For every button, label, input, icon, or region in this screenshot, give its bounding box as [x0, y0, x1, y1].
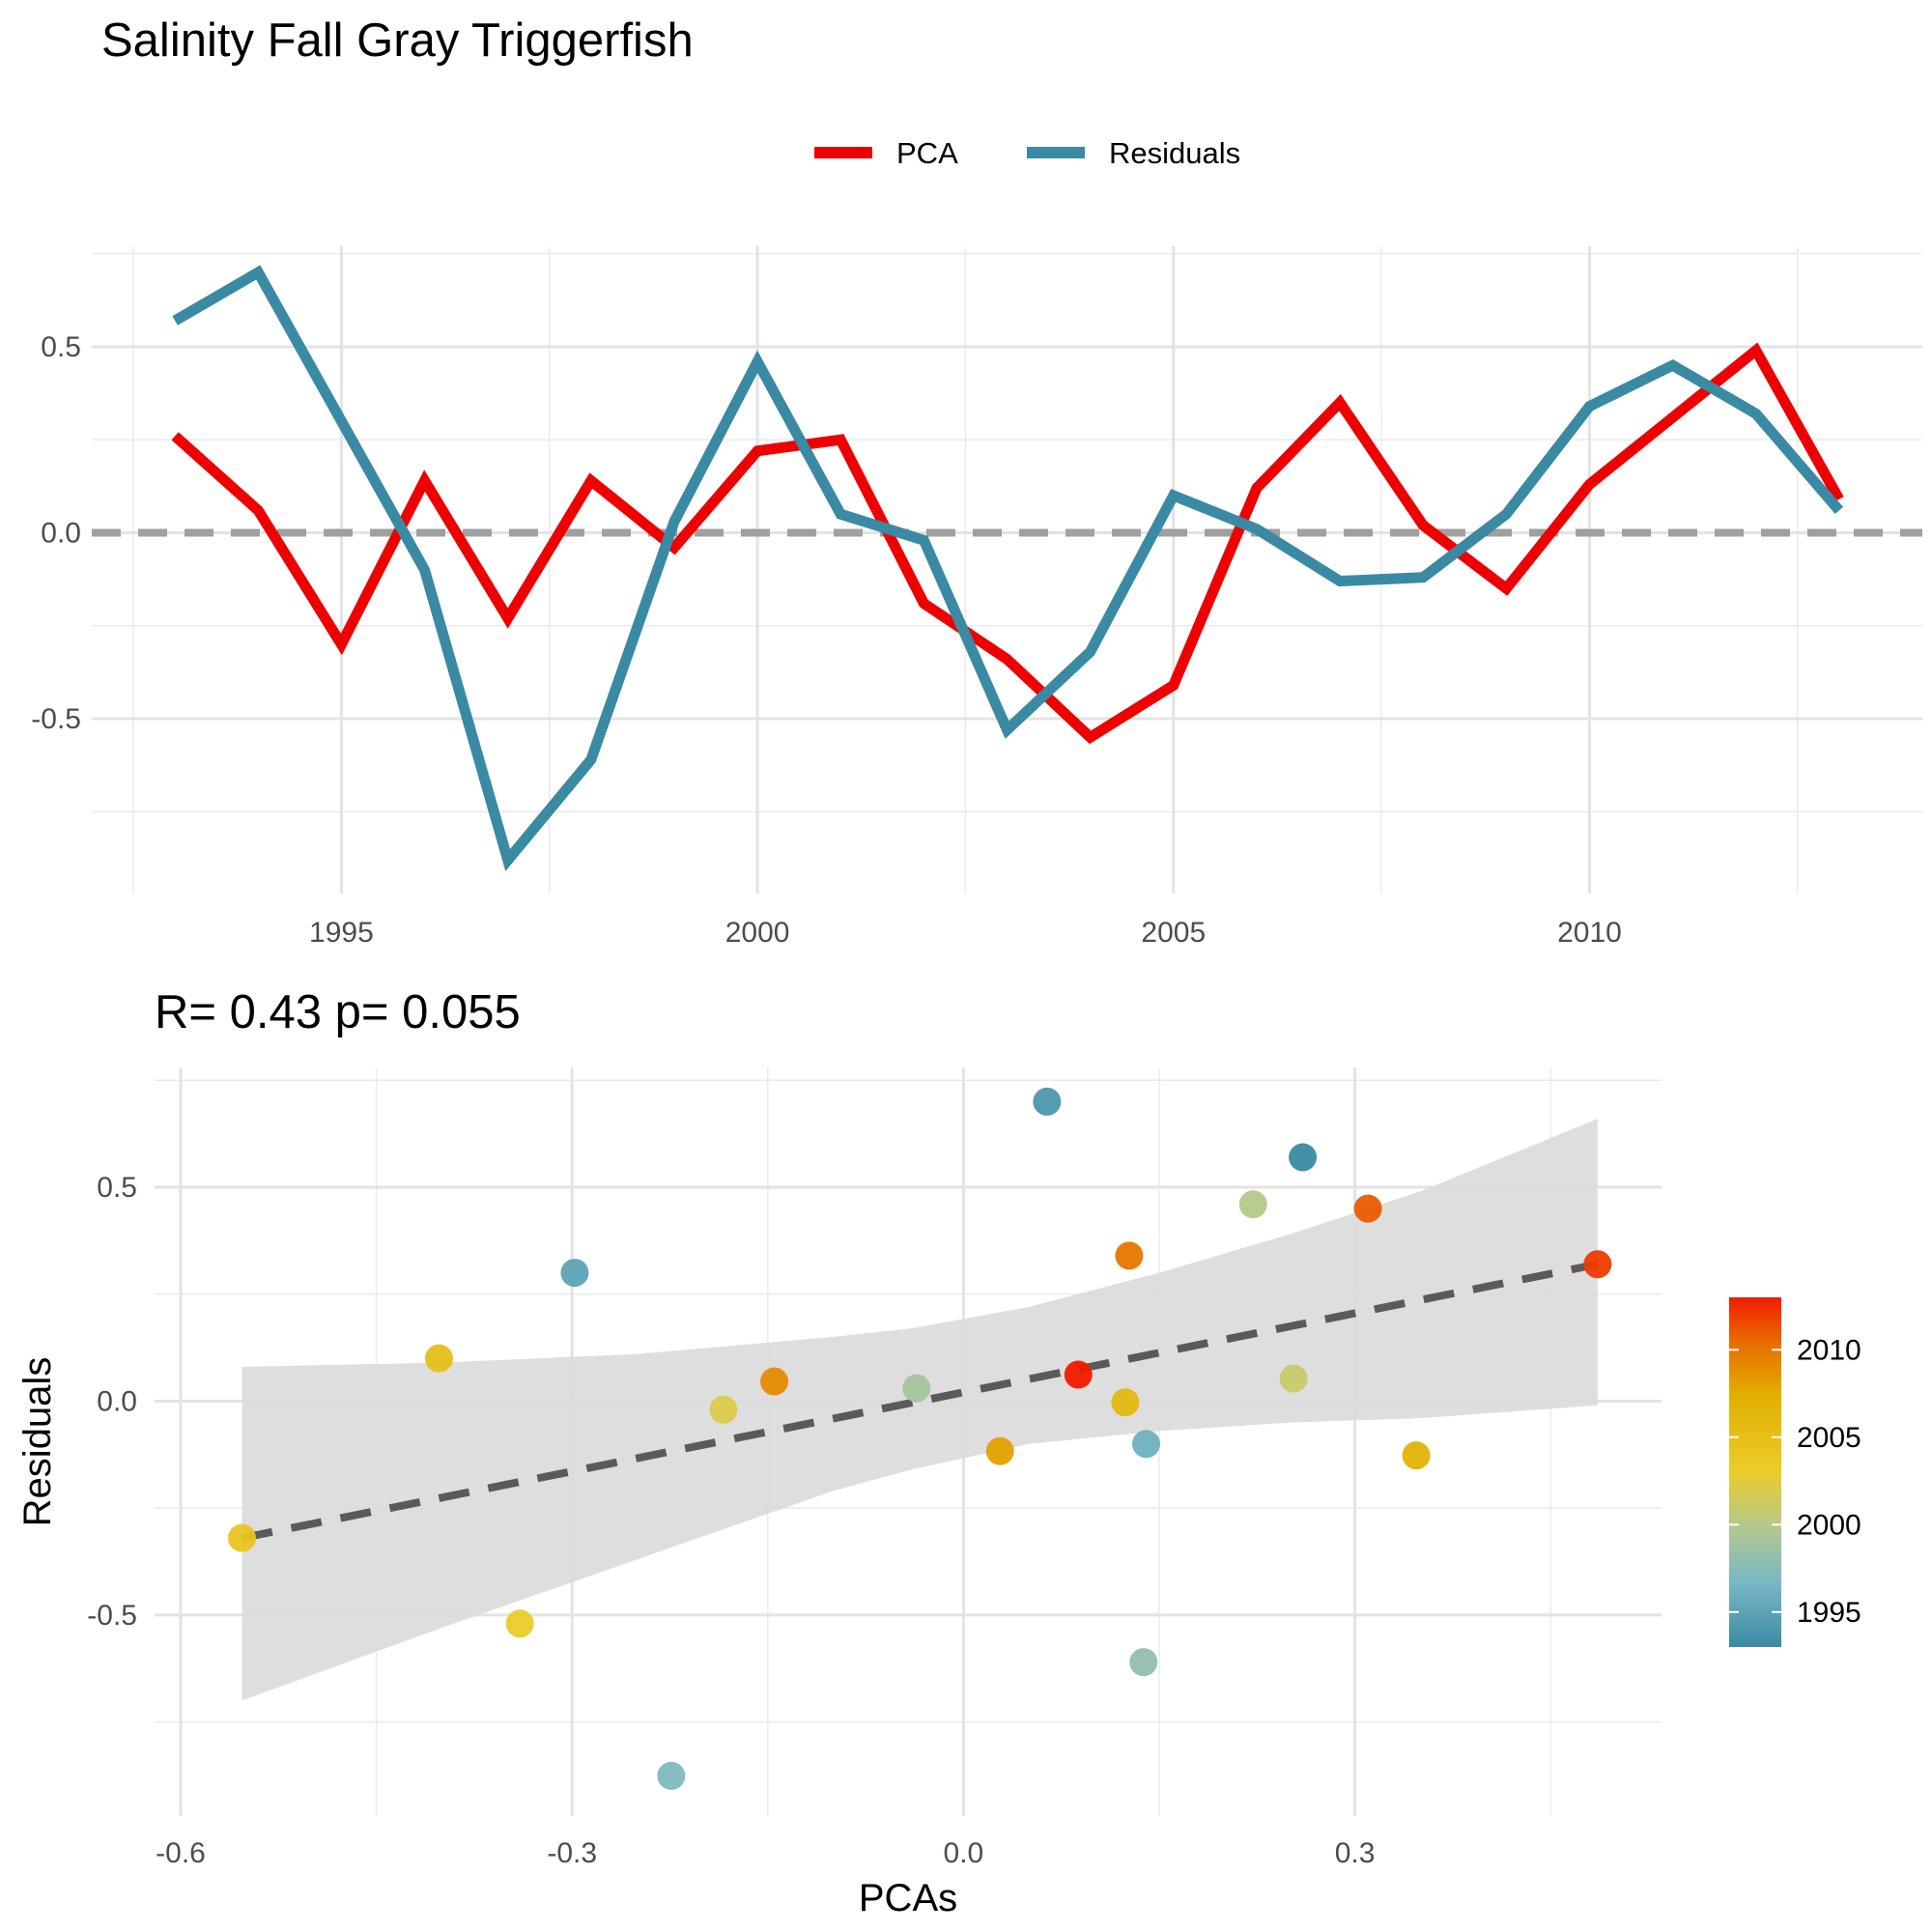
scatter-point [1402, 1441, 1431, 1470]
y-tick-label: -0.5 [87, 1600, 137, 1632]
scatter-point [1111, 1388, 1140, 1417]
scatter-point [1064, 1360, 1093, 1389]
colorbar-tick-label: 2005 [1797, 1422, 1861, 1454]
y-tick-label: 0.5 [97, 1172, 137, 1204]
chart-title: Salinity Fall Gray Triggerfish [101, 14, 694, 67]
scatter-point [1583, 1250, 1612, 1279]
scatter-point [227, 1523, 256, 1552]
scatter-point [1353, 1194, 1382, 1223]
colorbar-legend: 1995 2000 2005 2010 [1729, 1297, 1861, 1647]
scatter-point [1279, 1364, 1308, 1393]
colorbar-tick-label: 1995 [1797, 1597, 1861, 1629]
regression-fit-line [241, 1260, 1599, 1543]
scatter-point [560, 1259, 589, 1288]
x-tick-label: -0.6 [156, 1837, 206, 1869]
y-tick-label: 0.0 [41, 517, 81, 549]
x-tick-label: 2005 [1141, 917, 1206, 949]
legend-label-residuals: Residuals [1109, 136, 1240, 170]
scatter-point [1033, 1087, 1062, 1116]
confidence-band [242, 1119, 1598, 1701]
colorbar-tick-label: 2010 [1797, 1334, 1861, 1366]
x-axis-title: PCAs [859, 1877, 957, 1919]
y-tick-label: 0.5 [41, 331, 81, 363]
scatter-point [985, 1436, 1014, 1465]
legend: PCA Residuals [814, 136, 1240, 170]
scatter-point [505, 1609, 534, 1638]
scatter-point [902, 1374, 931, 1403]
scatter-subtitle: R= 0.43 p= 0.055 [155, 986, 521, 1038]
x-tick-label: -0.3 [547, 1837, 597, 1869]
y-tick-label: 0.0 [97, 1385, 137, 1417]
colorbar-tick-label: 2000 [1797, 1509, 1861, 1541]
scatter-point [709, 1395, 738, 1424]
series-line-pca [171, 342, 1844, 745]
scatter-point [1131, 1430, 1160, 1459]
x-tick-label: 0.3 [1335, 1837, 1376, 1869]
scatter-point [1129, 1648, 1158, 1677]
y-tick-label: -0.5 [31, 703, 81, 735]
series-line-residuals [172, 265, 1844, 871]
y-axis-title: Residuals [16, 1357, 59, 1527]
scatter-chart-panel: -0.6 -0.3 0.0 0.3 -0.5 0.0 0.5 PCAs Residuals [16, 1067, 1662, 1919]
scatter-point [1238, 1190, 1267, 1219]
legend-label-pca: PCA [896, 136, 958, 170]
x-tick-label: 2010 [1557, 917, 1622, 949]
scatter-point [1289, 1143, 1318, 1172]
x-tick-label: 0.0 [944, 1837, 984, 1869]
scatter-point [424, 1344, 453, 1373]
scatter-point [760, 1367, 789, 1396]
scatter-point [1115, 1241, 1144, 1270]
x-tick-label: 1995 [309, 917, 374, 949]
x-tick-label: 2000 [725, 917, 790, 949]
line-chart-panel: 1995 2000 2005 2010 -0.5 0.0 0.5 [31, 246, 1922, 949]
scatter-point [657, 1761, 686, 1790]
colorbar-gradient [1729, 1297, 1781, 1647]
